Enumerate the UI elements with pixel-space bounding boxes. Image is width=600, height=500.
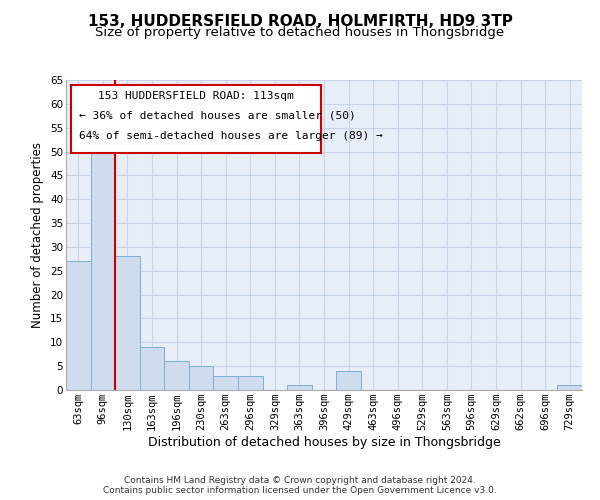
Bar xyxy=(214,376,238,390)
Text: 153 HUDDERSFIELD ROAD: 113sqm: 153 HUDDERSFIELD ROAD: 113sqm xyxy=(98,91,294,101)
Bar xyxy=(164,362,189,390)
Text: Size of property relative to detached houses in Thongsbridge: Size of property relative to detached ho… xyxy=(95,26,505,39)
X-axis label: Distribution of detached houses by size in Thongsbridge: Distribution of detached houses by size … xyxy=(148,436,500,449)
Bar xyxy=(66,261,91,390)
Bar xyxy=(91,142,115,390)
Bar xyxy=(336,371,361,390)
Bar xyxy=(189,366,214,390)
Bar xyxy=(287,385,312,390)
Text: Contains public sector information licensed under the Open Government Licence v3: Contains public sector information licen… xyxy=(103,486,497,495)
Bar xyxy=(238,376,263,390)
Text: Contains HM Land Registry data © Crown copyright and database right 2024.: Contains HM Land Registry data © Crown c… xyxy=(124,476,476,485)
Text: 153, HUDDERSFIELD ROAD, HOLMFIRTH, HD9 3TP: 153, HUDDERSFIELD ROAD, HOLMFIRTH, HD9 3… xyxy=(88,14,512,29)
Bar xyxy=(115,256,140,390)
Bar xyxy=(557,385,582,390)
Text: 64% of semi-detached houses are larger (89) →: 64% of semi-detached houses are larger (… xyxy=(79,131,383,141)
Bar xyxy=(140,347,164,390)
Y-axis label: Number of detached properties: Number of detached properties xyxy=(31,142,44,328)
Text: ← 36% of detached houses are smaller (50): ← 36% of detached houses are smaller (50… xyxy=(79,111,356,121)
FancyBboxPatch shape xyxy=(71,84,322,153)
